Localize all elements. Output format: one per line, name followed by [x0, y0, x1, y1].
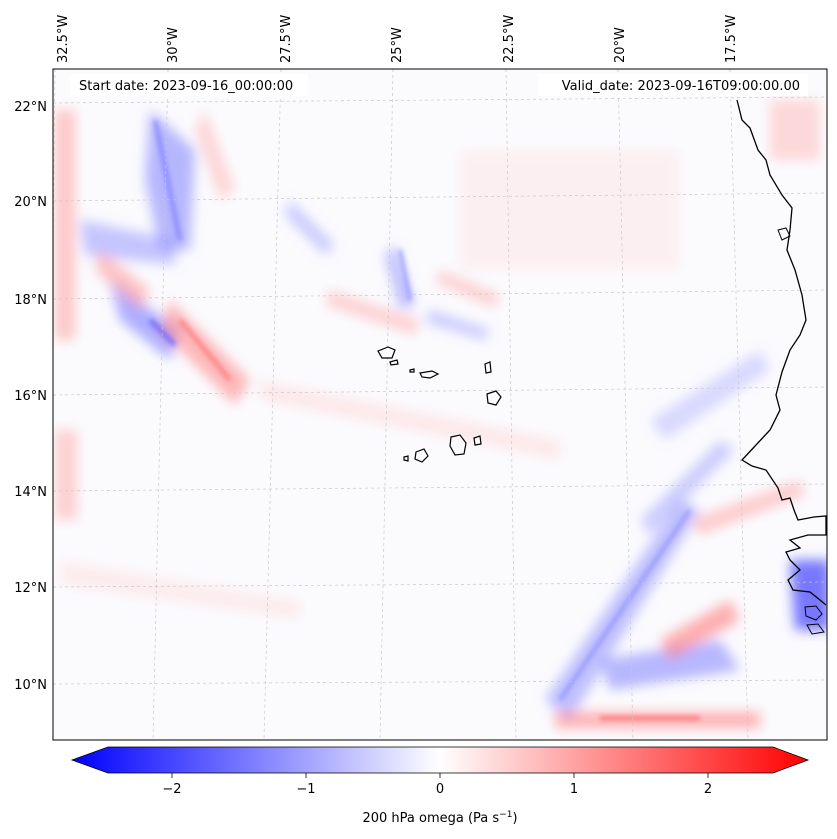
colorbar-label-close: ) [512, 811, 517, 826]
island-boa-vista [486, 390, 502, 406]
omega-field [53, 69, 827, 740]
colorbar-label-exponent: −1 [499, 810, 512, 820]
valid-date-box [538, 74, 808, 96]
negative-patch [790, 560, 827, 630]
positive-patch [95, 250, 150, 310]
positive-streak [178, 318, 232, 382]
negative-patch [640, 440, 735, 535]
positive-patch [660, 600, 740, 660]
lon-gridline-25w [379, 69, 394, 740]
lat-label-18n: 18°N [14, 293, 47, 308]
positive-patch [55, 110, 75, 340]
start-date-label: Start date: 2023-09-16_00:00:00 [79, 79, 293, 94]
positive-patch [690, 480, 805, 535]
negative-patch [285, 200, 335, 255]
positive-patch [60, 560, 300, 620]
negative-streak [398, 249, 412, 301]
island-sao-vicente [389, 359, 399, 366]
island-santiago [449, 434, 467, 456]
colorbar-tick-label: 1 [570, 782, 578, 797]
colorbar-tick-label: −1 [296, 782, 315, 797]
positive-patch [325, 290, 420, 335]
island-maio [473, 435, 482, 446]
lat-labels: 22°N 20°N 18°N 16°N 14°N 12°N 10°N [14, 100, 47, 693]
lon-label-25w: 25°W [390, 27, 405, 63]
lat-label-20n: 20°N [14, 195, 47, 210]
lat-label-22n: 22°N [14, 100, 47, 115]
gridlines [53, 69, 827, 740]
start-date-box [70, 74, 308, 96]
positive-patch [55, 430, 77, 520]
coastal-inlet [777, 227, 791, 241]
lon-gridline-22-5w [505, 69, 517, 740]
negative-streak [147, 317, 178, 348]
island-sao-nicolau [419, 370, 440, 379]
lon-label-32-5w: 32.5°W [56, 15, 71, 63]
lat-label-14n: 14°N [14, 485, 47, 500]
lat-label-16n: 16°N [14, 389, 47, 404]
lat-label-12n: 12°N [14, 581, 47, 596]
island-fogo [414, 448, 429, 463]
lon-gridline-30w [152, 69, 169, 740]
island-santo-antao [377, 346, 396, 359]
africa-coastline [736, 99, 827, 606]
colorbar-tick-label: 2 [704, 782, 712, 797]
positive-patch [435, 270, 500, 308]
colorbar-label: 200 hPa omega (Pa s−1) [362, 810, 517, 826]
positive-patch [260, 380, 560, 460]
lon-label-30w: 30°W [166, 27, 181, 63]
lon-label-20w: 20°W [613, 27, 628, 63]
colorbar: −2 −1 0 1 2 200 hPa omega (Pa s−1) [70, 746, 810, 826]
colorbar-tick-label: −2 [162, 782, 181, 797]
lat-label-10n: 10°N [14, 678, 47, 693]
lon-gridline-17-5w [729, 69, 749, 740]
negative-streak [152, 119, 183, 241]
cape-verde-islands [377, 346, 502, 463]
negative-patch [110, 280, 180, 360]
map-frame [52, 68, 828, 741]
lon-gridline-27-5w [263, 69, 282, 740]
omega-streaks [147, 119, 700, 720]
positive-patch [770, 100, 820, 160]
colorbar-label-text: 200 hPa omega (Pa s [362, 811, 499, 826]
colorbar-tick-label: 0 [436, 782, 444, 797]
island-brava [403, 455, 409, 462]
negative-patch [425, 310, 490, 340]
island-sal [484, 361, 492, 374]
positive-patch [195, 110, 235, 200]
lon-labels: 32.5°W 30°W 27.5°W 25°W 22.5°W 20°W 17.5… [56, 15, 739, 63]
lon-gridline-20w [617, 69, 634, 740]
positive-patch [460, 150, 680, 270]
island-santa-luzia [409, 368, 415, 373]
lon-label-22-5w: 22.5°W [502, 15, 517, 63]
colorbar-gradient [70, 746, 810, 774]
lon-label-17-5w: 17.5°W [724, 15, 739, 63]
bijagos-islands [804, 605, 823, 621]
negative-patch [600, 640, 740, 690]
colorbar-ticks [171, 773, 709, 778]
lon-label-27-5w: 27.5°W [279, 15, 294, 63]
negative-patch [650, 350, 770, 440]
negative-streak [558, 508, 692, 702]
bijagos-islands [806, 623, 825, 635]
valid-date-label: Valid_date: 2023-09-16T09:00:00.00 [562, 79, 800, 94]
